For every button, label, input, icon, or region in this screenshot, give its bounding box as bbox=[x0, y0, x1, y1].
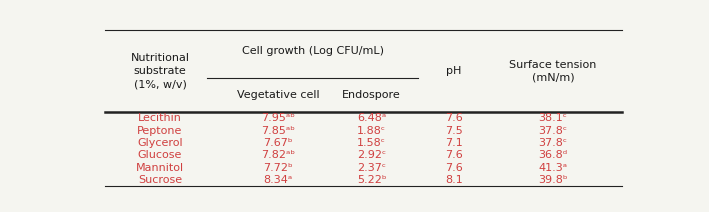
Text: 39.8ᵇ: 39.8ᵇ bbox=[538, 175, 568, 185]
Text: Glycerol: Glycerol bbox=[138, 138, 183, 148]
Text: pH: pH bbox=[447, 66, 462, 76]
Text: 7.72ᵇ: 7.72ᵇ bbox=[263, 163, 293, 173]
Text: Endospore: Endospore bbox=[342, 90, 401, 100]
Text: 6.48ᵃ: 6.48ᵃ bbox=[357, 113, 386, 123]
Text: 37.8ᶜ: 37.8ᶜ bbox=[538, 138, 567, 148]
Text: 7.95ᵃᵇ: 7.95ᵃᵇ bbox=[261, 113, 295, 123]
Text: 41.3ᵃ: 41.3ᵃ bbox=[538, 163, 567, 173]
Text: 8.34ᵃ: 8.34ᵃ bbox=[264, 175, 293, 185]
Text: 38.1ᶜ: 38.1ᶜ bbox=[539, 113, 567, 123]
Text: Cell growth (Log CFU/mL): Cell growth (Log CFU/mL) bbox=[242, 46, 384, 56]
Text: 1.88ᶜ: 1.88ᶜ bbox=[357, 126, 386, 135]
Text: Lecithin: Lecithin bbox=[138, 113, 182, 123]
Text: Vegetative cell: Vegetative cell bbox=[237, 90, 320, 100]
Text: 7.5: 7.5 bbox=[445, 126, 463, 135]
Text: 8.1: 8.1 bbox=[445, 175, 463, 185]
Text: Mannitol: Mannitol bbox=[136, 163, 184, 173]
Text: 7.1: 7.1 bbox=[445, 138, 463, 148]
Text: Nutritional
substrate
(1%, w/v): Nutritional substrate (1%, w/v) bbox=[130, 53, 189, 89]
Text: 36.8ᵈ: 36.8ᵈ bbox=[538, 150, 568, 160]
Text: 2.92ᶜ: 2.92ᶜ bbox=[357, 150, 386, 160]
Text: Surface tension
(mN/m): Surface tension (mN/m) bbox=[509, 60, 596, 83]
Text: Sucrose: Sucrose bbox=[138, 175, 182, 185]
Text: 5.22ᵇ: 5.22ᵇ bbox=[357, 175, 386, 185]
Text: 7.6: 7.6 bbox=[445, 113, 463, 123]
Text: Glucose: Glucose bbox=[138, 150, 182, 160]
Text: 7.6: 7.6 bbox=[445, 150, 463, 160]
Text: 7.6: 7.6 bbox=[445, 163, 463, 173]
Text: 7.67ᵇ: 7.67ᵇ bbox=[263, 138, 293, 148]
Text: 2.37ᶜ: 2.37ᶜ bbox=[357, 163, 386, 173]
Text: 7.82ᵃᵇ: 7.82ᵃᵇ bbox=[261, 150, 295, 160]
Text: 1.58ᶜ: 1.58ᶜ bbox=[357, 138, 386, 148]
Text: 37.8ᶜ: 37.8ᶜ bbox=[538, 126, 567, 135]
Text: Peptone: Peptone bbox=[138, 126, 183, 135]
Text: 7.85ᵃᵇ: 7.85ᵃᵇ bbox=[261, 126, 295, 135]
